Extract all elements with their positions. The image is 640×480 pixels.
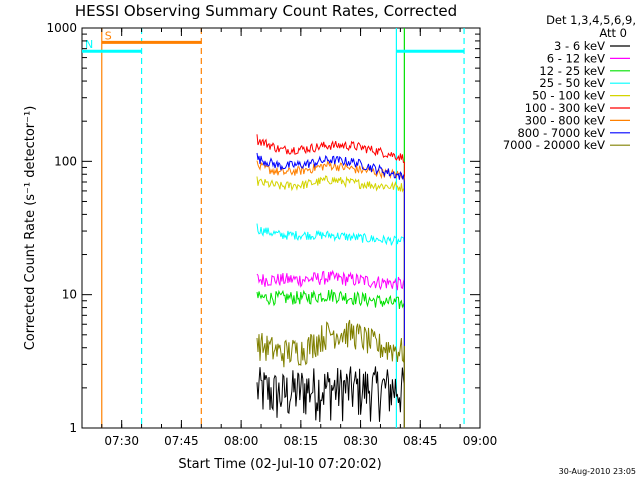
series-line-6: [256, 159, 405, 428]
series-line-8: [256, 319, 405, 428]
y-tick-label-2: 100: [54, 154, 77, 168]
series-line-2: [256, 289, 405, 428]
chart-title: HESSI Observing Summary Count Rates, Cor…: [75, 2, 457, 20]
legend-label-6: 300 - 800 keV: [525, 113, 605, 127]
series-line-0: [256, 366, 405, 428]
series-line-1: [256, 269, 405, 428]
y-tick-label-0: 1: [69, 421, 77, 435]
series-line-7: [256, 152, 405, 428]
x-tick-label-3: 08:15: [284, 434, 319, 448]
series-line-5: [256, 134, 405, 428]
axis-ticks: 07:30 07:45 08:00 08:15 08:30 08:45 09:00 1 10 10…: [46, 21, 497, 448]
legend-label-8: 7000 - 20000 keV: [503, 138, 605, 152]
legend-label-2: 12 - 25 keV: [539, 64, 605, 78]
x-axis-label: Start Time (02-Jul-10 07:20:02): [178, 457, 381, 472]
x-tick-label-5: 08:45: [403, 434, 438, 448]
vertical-markers: [101, 28, 465, 428]
series-line-3: [256, 223, 405, 428]
series-lines: [256, 134, 405, 428]
legend-header-line-1: Det 1,3,4,5,6,9,: [546, 13, 636, 27]
x-tick-label-0: 07:30: [104, 434, 139, 448]
y-tick-label-3: 1000: [46, 21, 77, 35]
legend-label-1: 6 - 12 keV: [547, 51, 605, 65]
x-tick-label-2: 08:00: [224, 434, 259, 448]
legend-header-line-2: Att 0: [599, 26, 627, 40]
x-tick-label-4: 08:30: [343, 434, 378, 448]
date-stamp: 30-Aug-2010 23:05: [559, 467, 636, 476]
flag-label-1: N: [85, 38, 93, 51]
flag-label-0: S: [105, 29, 112, 42]
x-tick-label-6: 09:00: [463, 434, 498, 448]
legend-label-7: 800 - 7000 keV: [517, 126, 605, 140]
y-axis-label: Corrected Count Rate (s⁻¹ detector⁻¹): [23, 106, 38, 351]
legend-label-3: 25 - 50 keV: [539, 76, 605, 90]
legend-label-5: 100 - 300 keV: [525, 101, 605, 115]
legend-label-4: 50 - 100 keV: [532, 89, 605, 103]
legend-label-0: 3 - 6 keV: [554, 39, 605, 53]
x-tick-label-1: 07:45: [164, 434, 199, 448]
series-line-4: [256, 175, 405, 428]
flag-bars: SN: [82, 29, 465, 53]
y-tick-label-1: 10: [62, 288, 77, 302]
